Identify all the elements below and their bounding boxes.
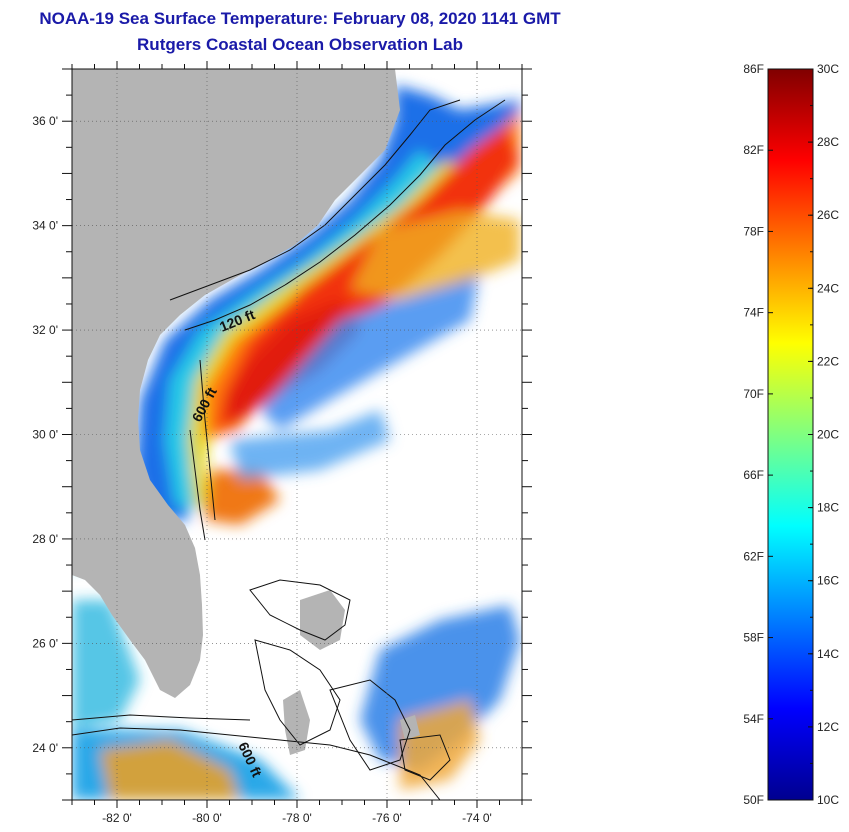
colorbar-fahrenheit-labels: 86F 82F 78F 74F 70F 66F 62F 58F 54F 50F xyxy=(743,62,764,807)
colorbar-c-label: 12C xyxy=(817,720,839,734)
colorbar-f-label: 70F xyxy=(743,387,764,401)
colorbar-c-label: 10C xyxy=(817,793,839,807)
colorbar-c-label: 14C xyxy=(817,647,839,661)
lon-tick-label: -76 0' xyxy=(372,811,402,825)
colorbar-c-label: 28C xyxy=(817,135,839,149)
lat-tick-label: 34 0' xyxy=(32,219,58,233)
colorbar-f-label: 78F xyxy=(743,224,764,238)
colorbar-ramp xyxy=(767,68,814,801)
lat-tick-label: 36 0' xyxy=(32,114,58,128)
axis-labels: -82 0' -80 0' -78 0' -76 0' -74 0' 36 0' 34 0'… xyxy=(32,114,491,825)
lon-tick-label: -80 0' xyxy=(192,811,222,825)
lat-tick-label: 26 0' xyxy=(32,636,58,650)
colorbar-f-label: 50F xyxy=(743,793,764,807)
colorbar-c-label: 26C xyxy=(817,208,839,222)
axis-ticks xyxy=(62,61,532,808)
colorbar-c-label: 22C xyxy=(817,354,839,368)
colorbar-celsius-labels: 30C 28C 26C 24C 22C 20C 18C 16C 14C 12C 10C xyxy=(817,62,839,807)
lat-tick-label: 28 0' xyxy=(32,532,58,546)
colorbar-f-label: 62F xyxy=(743,549,764,563)
colorbar-f-label: 82F xyxy=(743,143,764,157)
colorbar: 86F 82F 78F 74F 70F 66F 62F 58F 54F 50F 30C 28C 26C… xyxy=(743,62,839,807)
colorbar-c-label: 30C xyxy=(817,62,839,76)
lat-tick-label: 30 0' xyxy=(32,428,58,442)
colorbar-ticks xyxy=(768,68,813,801)
colorbar-f-label: 58F xyxy=(743,631,764,645)
colorbar-f-label: 74F xyxy=(743,306,764,320)
graticule xyxy=(72,69,522,800)
colorbar-c-label: 18C xyxy=(817,501,839,515)
colorbar-c-label: 20C xyxy=(817,428,839,442)
lon-tick-label: -74 0' xyxy=(462,811,492,825)
lat-tick-label: 24 0' xyxy=(32,741,58,755)
map-subtitle: Rutgers Coastal Ocean Observation Lab xyxy=(137,35,463,54)
map-panel: -82 0' -80 0' -78 0' -76 0' -74 0' 36 0' 34 0'… xyxy=(32,61,532,825)
map-title: NOAA-19 Sea Surface Temperature: Februar… xyxy=(39,9,561,28)
colorbar-c-label: 24C xyxy=(817,281,839,295)
colorbar-c-label: 16C xyxy=(817,574,839,588)
colorbar-f-label: 66F xyxy=(743,468,764,482)
colorbar-f-label: 54F xyxy=(743,712,764,726)
lon-tick-label: -78 0' xyxy=(282,811,312,825)
bathymetry-contours xyxy=(72,99,506,800)
lat-tick-label: 32 0' xyxy=(32,323,58,337)
lon-tick-label: -82 0' xyxy=(102,811,132,825)
colorbar-f-label: 86F xyxy=(743,62,764,76)
